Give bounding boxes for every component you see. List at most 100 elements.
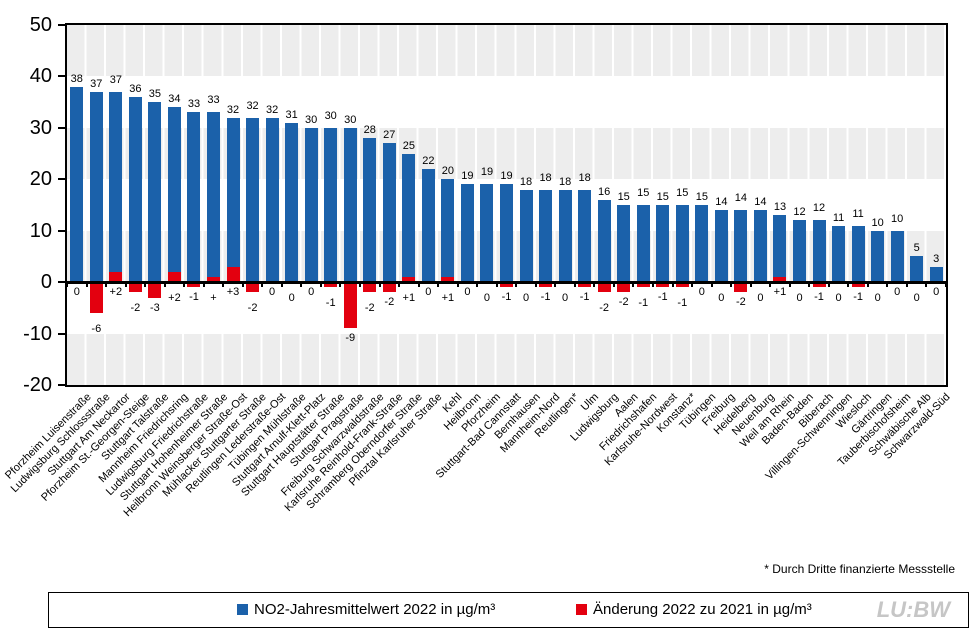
category-tick <box>612 282 615 288</box>
bar-value-label: 18 <box>558 175 572 188</box>
bar-value-label: 18 <box>578 171 591 184</box>
bar-change-label: 0 <box>718 292 725 305</box>
bar-value-label: 30 <box>305 113 318 126</box>
legend: NO2-Jahresmittelwert 2022 in µg/m³ Änder… <box>48 592 969 628</box>
bar-change-label: 0 <box>757 292 764 305</box>
category-tick <box>749 282 752 288</box>
bar-change-label: -1 <box>638 297 649 310</box>
bar-no2 <box>480 184 494 283</box>
category-tick <box>144 282 147 288</box>
category-tick <box>808 282 811 288</box>
bar-value-label: 14 <box>715 196 728 209</box>
category-tick <box>476 282 479 288</box>
bar-change-label: 0 <box>913 292 920 305</box>
bar-no2 <box>167 107 181 283</box>
bar-no2 <box>753 210 767 283</box>
bar-value-label: 13 <box>773 201 787 214</box>
bar-change <box>148 282 162 298</box>
bar-value-label: 30 <box>344 113 357 126</box>
bar-no2 <box>265 117 279 283</box>
category-tick <box>398 282 401 288</box>
legend-item-change: Änderung 2022 zu 2021 in µg/m³ <box>576 593 812 626</box>
bar-value-label: 19 <box>461 170 474 183</box>
bar-change-label: -1 <box>540 291 551 304</box>
bar-change <box>656 282 670 288</box>
bar-change-label: +1 <box>441 292 455 305</box>
legend-label-no2: NO2-Jahresmittelwert 2022 in µg/m³ <box>254 601 496 618</box>
bar-value-label: 18 <box>539 171 552 184</box>
bar-change <box>246 282 260 293</box>
bar-value-label: 22 <box>422 155 435 167</box>
bar-no2 <box>675 205 689 283</box>
bar-change-label: +2 <box>109 286 123 299</box>
bar-no2 <box>128 97 142 283</box>
bar-no2 <box>578 189 592 283</box>
category-tick <box>222 282 225 288</box>
bar-no2 <box>402 153 416 283</box>
bar-value-label: 30 <box>324 109 337 122</box>
bar-value-label: 14 <box>754 196 767 209</box>
category-tick <box>632 282 635 288</box>
plot-area: 38 0 37 -6 37 +2 36 -2 35 -3 34 +2 33 -1 33 +32 +3 32 -2 32… <box>65 23 948 387</box>
bar-no2 <box>597 199 611 283</box>
category-tick <box>905 282 908 288</box>
category-tick <box>573 282 576 288</box>
bar-change-label: -1 <box>657 291 668 304</box>
bar-change-label: + <box>210 292 217 305</box>
y-axis-tick <box>58 332 65 335</box>
bar-change-label: -2 <box>599 302 610 315</box>
category-tick <box>691 282 694 288</box>
bar-change-label: -1 <box>814 291 824 304</box>
category-tick <box>339 282 342 288</box>
bar-change-label: -3 <box>150 301 160 314</box>
bar-value-label: 36 <box>129 83 142 95</box>
bar-value-label: 10 <box>891 212 904 225</box>
bar-value-label: 16 <box>598 185 611 198</box>
bar-value-label: 11 <box>852 207 864 220</box>
bar-no2 <box>148 102 162 283</box>
bar-change-label: 0 <box>562 292 569 305</box>
bar-change-label: 0 <box>425 286 432 299</box>
category-tick <box>495 282 498 288</box>
bar-value-label: 11 <box>832 211 845 224</box>
bar-change-label: -1 <box>189 291 199 304</box>
y-axis-tick-label: -20 <box>23 374 52 396</box>
bar-change <box>812 282 826 288</box>
bar-no2 <box>89 91 103 283</box>
bar-value-label: 14 <box>734 192 748 205</box>
category-tick <box>241 282 244 288</box>
bar-change-label: -2 <box>618 296 629 309</box>
bar-value-label: 33 <box>187 98 201 111</box>
y-axis-tick <box>58 281 65 284</box>
bar-no2 <box>793 220 806 283</box>
bar-value-label: 15 <box>695 191 708 203</box>
bar-change-label: 0 <box>874 292 881 305</box>
category-tick <box>67 282 68 288</box>
bar-value-label: 18 <box>519 175 533 188</box>
bar-no2 <box>519 189 533 283</box>
category-tick <box>124 282 127 288</box>
bar-value-label: 32 <box>246 99 259 112</box>
category-tick <box>827 282 830 288</box>
bar-value-label: 33 <box>207 94 220 107</box>
bar-no2 <box>617 205 631 283</box>
bar-no2 <box>207 112 220 283</box>
bar-value-label: 28 <box>363 124 376 137</box>
bar-no2 <box>324 127 338 283</box>
bar-no2 <box>656 205 670 283</box>
category-tick <box>847 282 850 288</box>
category-tick <box>417 282 420 288</box>
bar-no2 <box>910 256 924 283</box>
bar-change-label: -1 <box>677 297 688 310</box>
bar-value-label: 35 <box>148 88 162 101</box>
lubw-logo: LU:BW <box>876 597 950 622</box>
bar-change-label: 0 <box>483 292 491 305</box>
bar-value-label: 3 <box>933 252 940 265</box>
bar-value-label: 27 <box>383 129 396 142</box>
category-tick <box>261 282 264 288</box>
grid-band-gray <box>67 25 946 77</box>
bar-no2 <box>558 189 572 283</box>
category-tick <box>554 282 557 288</box>
bar-value-label: 15 <box>637 187 650 199</box>
